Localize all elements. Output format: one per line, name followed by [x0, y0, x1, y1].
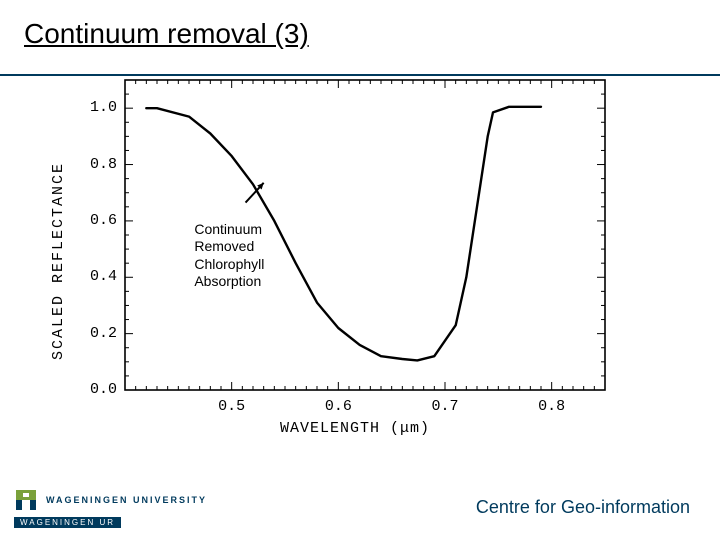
title-bar: Continuum removal (3): [0, 18, 720, 50]
chart-svg: [30, 70, 630, 450]
y-tick-label: 0.0: [77, 381, 117, 398]
y-tick-label: 0.4: [77, 268, 117, 285]
annotation-line: Absorption: [194, 273, 264, 291]
annotation-line: Continuum: [194, 221, 264, 239]
x-tick-label: 0.5: [212, 398, 252, 415]
x-tick-label: 0.7: [425, 398, 465, 415]
footer: WAGENINGEN UNIVERSITY WAGENINGEN UR Cent…: [0, 480, 720, 540]
logo-primary-text: WAGENINGEN UNIVERSITY: [46, 495, 207, 505]
chart-annotation: ContinuumRemovedChlorophyllAbsorption: [194, 221, 264, 291]
wageningen-logo: WAGENINGEN UNIVERSITY WAGENINGEN UR: [14, 488, 207, 530]
x-axis-label: WAVELENGTH (μm): [280, 420, 430, 437]
y-tick-label: 0.2: [77, 325, 117, 342]
x-tick-label: 0.6: [318, 398, 358, 415]
y-axis-label: SCALED REFLECTANCE: [50, 162, 67, 360]
page-title: Continuum removal (3): [0, 18, 720, 50]
footer-center-text: Centre for Geo-information: [476, 497, 690, 518]
y-tick-label: 0.6: [77, 212, 117, 229]
y-tick-label: 0.8: [77, 156, 117, 173]
slide-root: Continuum removal (3) SCALED REFLECTANCE…: [0, 0, 720, 540]
annotation-line: Chlorophyll: [194, 256, 264, 274]
annotation-line: Removed: [194, 238, 264, 256]
building-icon: [14, 488, 38, 512]
x-tick-label: 0.8: [532, 398, 572, 415]
y-tick-label: 1.0: [77, 99, 117, 116]
chart-container: SCALED REFLECTANCE WAVELENGTH (μm) Conti…: [30, 70, 630, 450]
logo-secondary-text: WAGENINGEN UR: [14, 517, 121, 528]
